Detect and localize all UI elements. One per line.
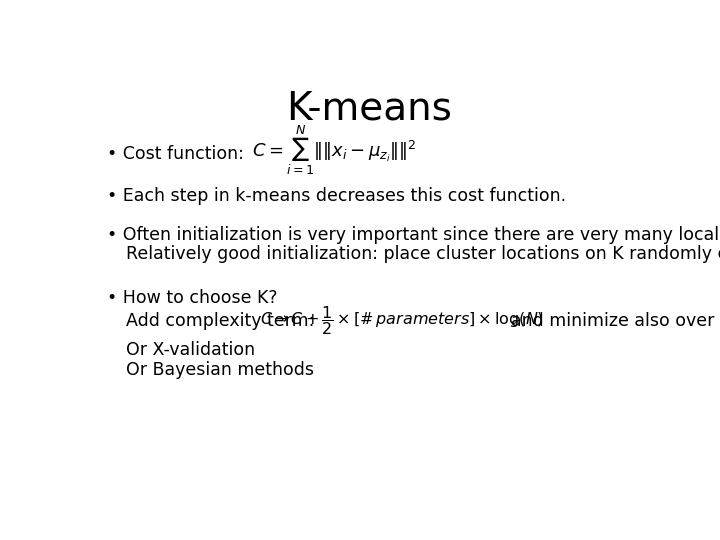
Text: Or Bayesian methods: Or Bayesian methods	[126, 361, 314, 380]
Text: • Often initialization is very important since there are very many local minima : • Often initialization is very important…	[107, 226, 720, 244]
Text: and minimize also over K: and minimize also over K	[500, 312, 720, 329]
Text: $C = \sum_{i=1}^{N}\|\| x_i - \mu_{z_i} \|\|^2$: $C = \sum_{i=1}^{N}\|\| x_i - \mu_{z_i} …	[252, 123, 416, 177]
Text: • How to choose K?: • How to choose K?	[107, 289, 277, 307]
Text: Add complexity term:: Add complexity term:	[126, 312, 320, 329]
Text: K-means: K-means	[286, 90, 452, 128]
Text: • Cost function:: • Cost function:	[107, 145, 243, 163]
Text: Relatively good initialization: place cluster locations on K randomly chosen dat: Relatively good initialization: place cl…	[126, 245, 720, 263]
Text: Or X-validation: Or X-validation	[126, 341, 256, 359]
Text: $C \rightarrow C + \dfrac{1}{2} \times [\#\,\mathit{parameters}] \times \log(N)$: $C \rightarrow C + \dfrac{1}{2} \times […	[260, 304, 544, 337]
Text: • Each step in k-means decreases this cost function.: • Each step in k-means decreases this co…	[107, 187, 566, 205]
